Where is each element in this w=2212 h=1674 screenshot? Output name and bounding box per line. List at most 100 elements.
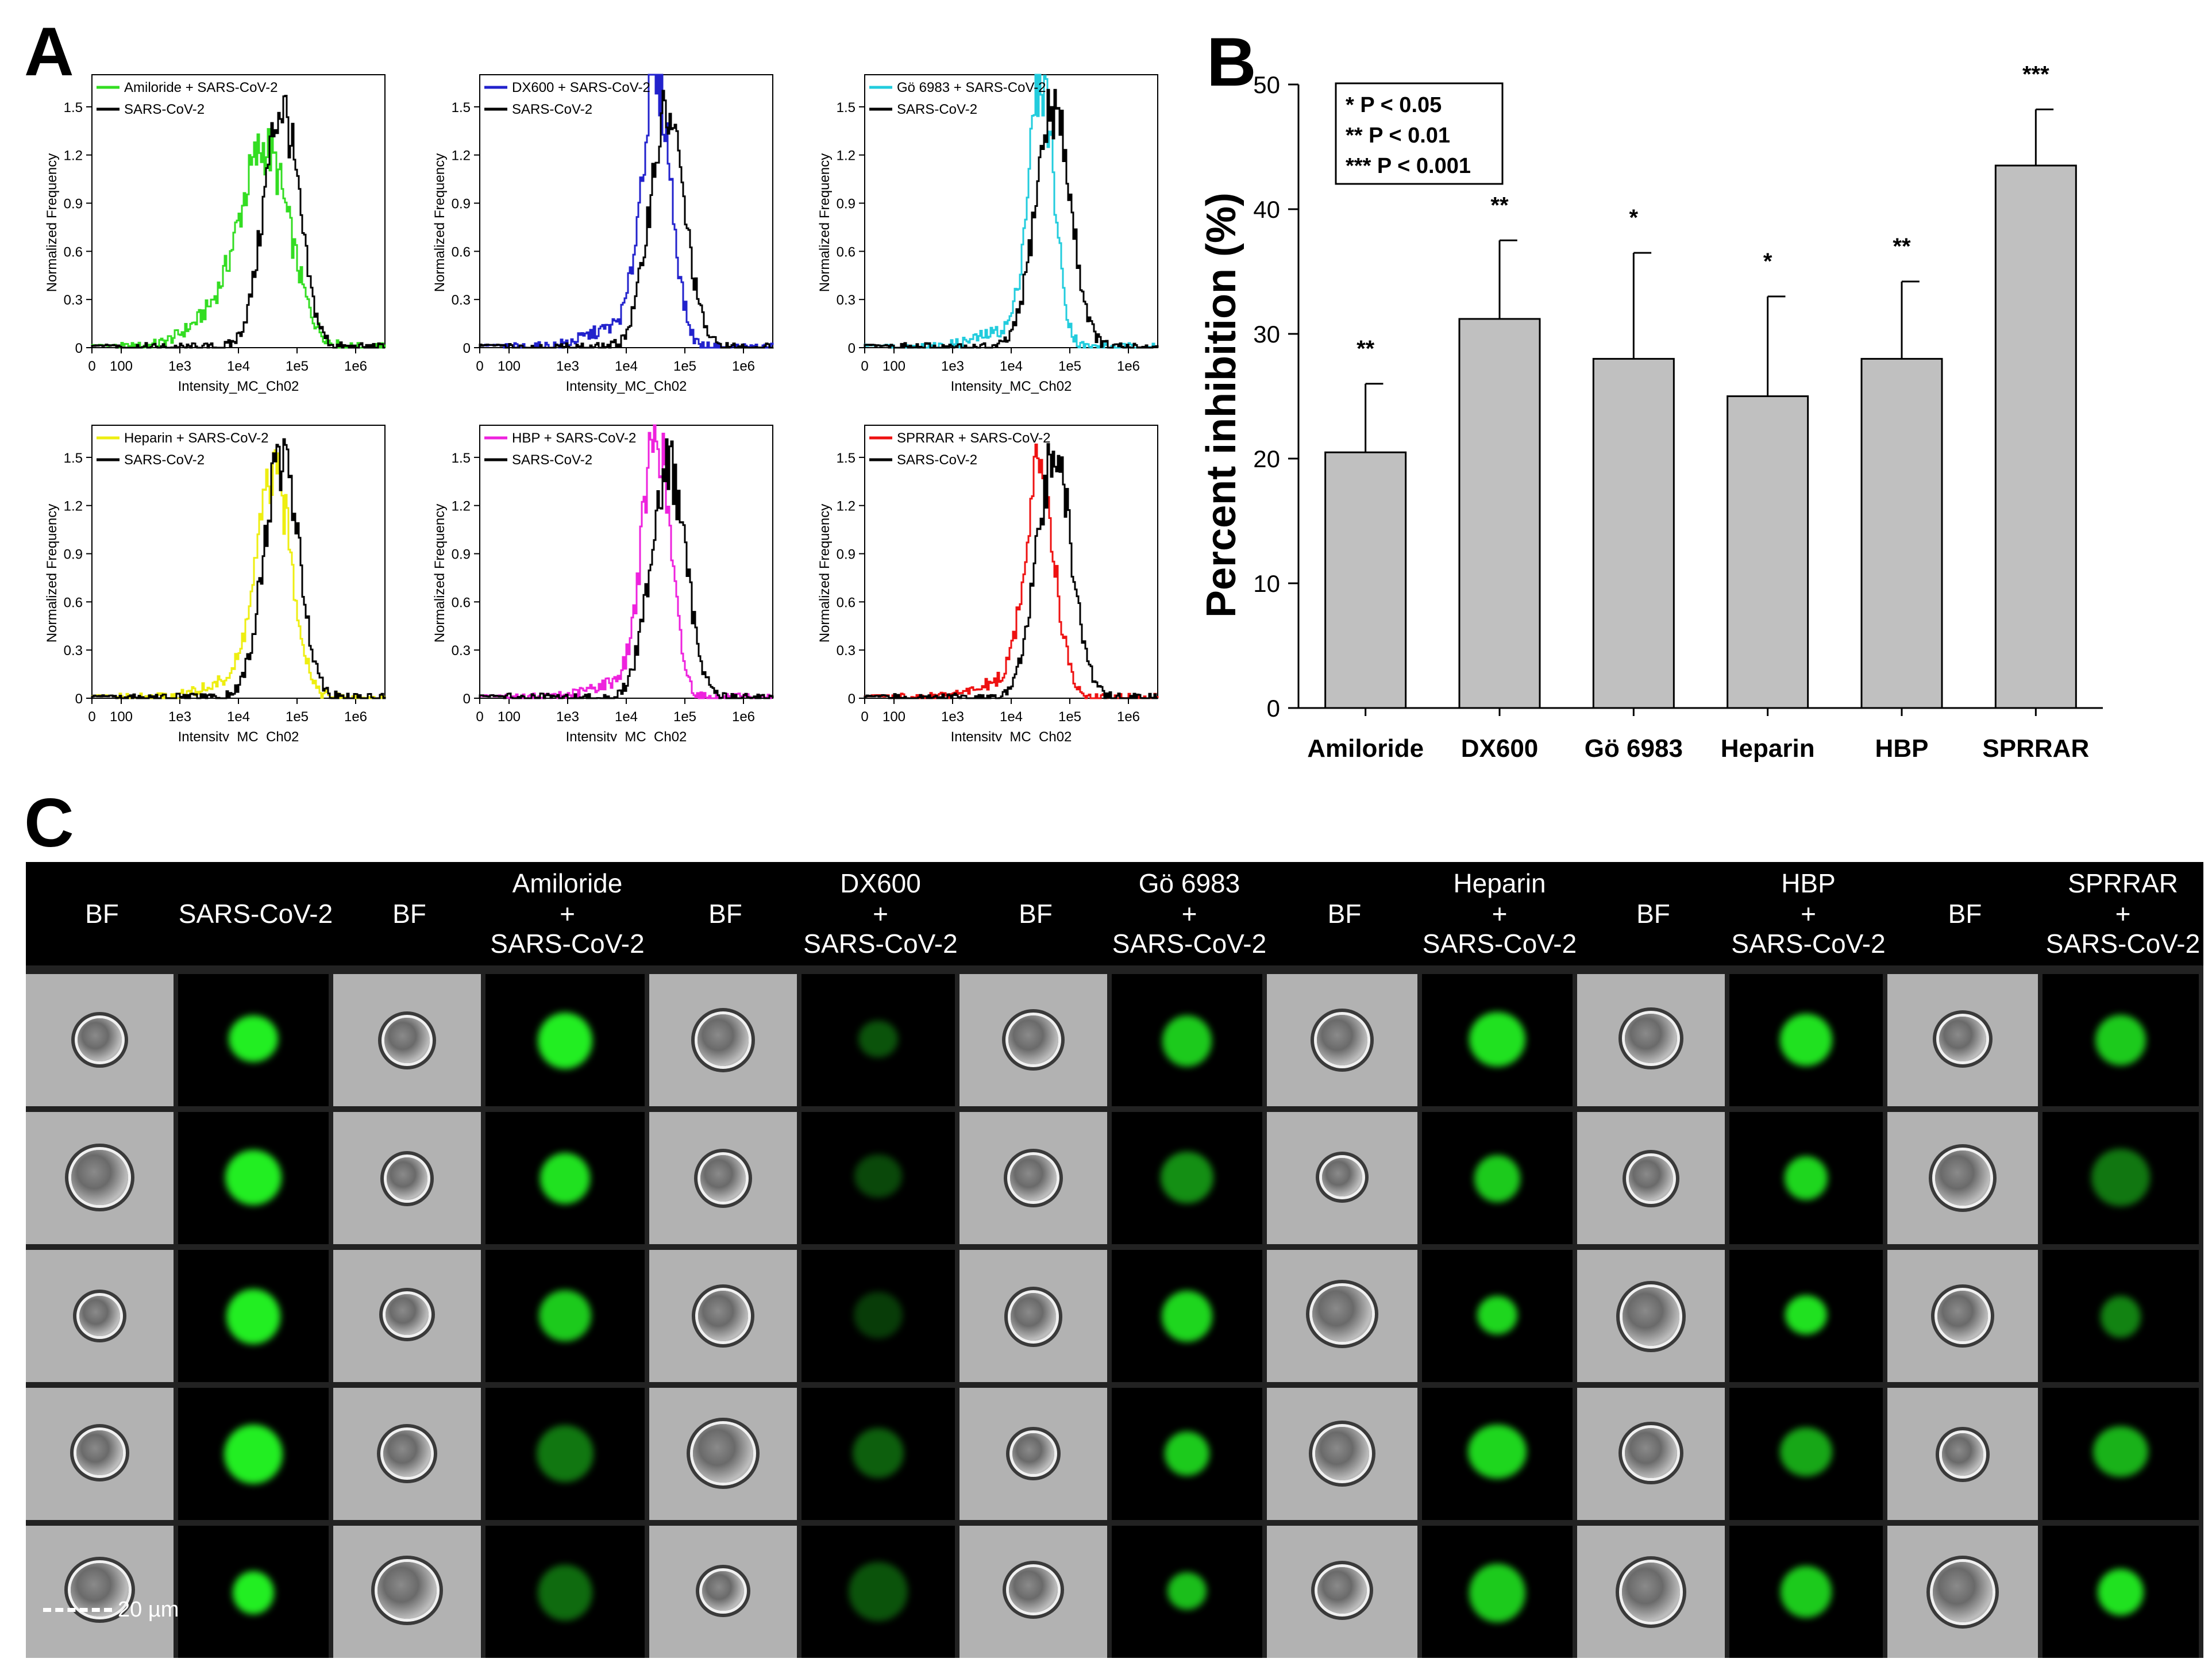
y-axis-label: Normalized Frequency (817, 153, 833, 292)
x-tick-label: 1e5 (1058, 359, 1081, 374)
x-tick-label: 1e5 (286, 709, 309, 725)
y-tick-label: 0.9 (837, 197, 855, 212)
fluorescent-cell (1164, 1431, 1210, 1476)
brightfield-image (1577, 1112, 1725, 1244)
column-header: BF (708, 898, 742, 929)
y-tick-label: 1.5 (837, 100, 855, 116)
x-tick-label: 1e3 (168, 359, 191, 374)
plot-frame (479, 74, 773, 348)
fluorescence-image (485, 1112, 645, 1244)
x-axis-label: Intensity_MC_Ch02 (566, 379, 687, 394)
fluorescence-image (1112, 1112, 1262, 1244)
cell-outline (1317, 1567, 1367, 1614)
histogram-plot: 0 0.3 0.6 0.9 1.2 1.5 0 100 1e3 1e4 1e5 1e6 Intensit… (432, 424, 774, 741)
cell-image-grid: BF SARS-CoV-2 BF Amiloride + SARS-CoV-2 BF DX… (26, 862, 2203, 1658)
x-tick-label: 1e6 (344, 709, 367, 725)
x-tick-label: 1e6 (344, 359, 367, 374)
y-tick-label: 1.2 (64, 499, 83, 514)
legend-label: SARS-CoV-2 (512, 452, 592, 468)
legend-entry: *** P < 0.001 (1346, 154, 1471, 178)
fluorescence-image (2043, 1388, 2199, 1520)
y-tick-label: 0 (463, 341, 471, 356)
control-histogram-line (864, 443, 1158, 699)
brightfield-image (1577, 1526, 1725, 1658)
fluorescent-cell (848, 1562, 908, 1621)
x-axis-label: Intensity_MC_Ch02 (951, 379, 1072, 394)
fluorescent-cell (1469, 1012, 1525, 1067)
fluorescent-cell (2095, 1014, 2147, 1065)
cell-outline (79, 1295, 120, 1336)
cell-outline (1622, 1287, 1680, 1346)
histogram-plot: 0 0.3 0.6 0.9 1.2 1.5 0 100 1e3 1e4 1e5 1e6 Intensit… (44, 74, 386, 394)
fluorescent-cell (1167, 1572, 1207, 1610)
fluorescent-cell (1467, 1424, 1527, 1479)
y-tick-label: 0.6 (452, 595, 471, 610)
fluorescence-image (1729, 1112, 1883, 1244)
panel-label-b: B (1207, 24, 1257, 101)
column-header: Amiloride + SARS-CoV-2 (490, 868, 645, 959)
bar (1324, 451, 1407, 709)
y-tick-label: 1.5 (64, 100, 83, 116)
x-tick-label: 1e5 (673, 709, 696, 725)
plot-frame (864, 425, 1158, 699)
fluorescent-cell (223, 1424, 283, 1484)
y-tick-label: 0.9 (452, 197, 471, 212)
y-tick-label: 0.6 (452, 244, 471, 260)
brightfield-image (26, 974, 174, 1106)
brightfield-image (1267, 974, 1417, 1106)
column-header: Gö 6983 + SARS-CoV-2 (1112, 868, 1267, 959)
plot-frame (91, 74, 386, 348)
fluorescent-cell (539, 1153, 591, 1204)
brightfield-image (333, 1526, 481, 1658)
y-tick-label: 1.5 (64, 451, 83, 466)
cell-outline (693, 1423, 753, 1483)
column-header: SARS-CoV-2 (178, 898, 333, 929)
column-header: HBP + SARS-CoV-2 (1731, 868, 1886, 959)
brightfield-image (1577, 1388, 1725, 1520)
y-tick-label: 0 (1267, 695, 1280, 722)
y-tick-label: 0.3 (64, 293, 83, 308)
x-tick-label: 1e6 (1117, 709, 1140, 725)
significance-marker: ** (1893, 234, 1911, 259)
x-tick-label: 1e6 (732, 709, 755, 725)
plot-frame (864, 74, 1158, 348)
x-tick-label: 1e3 (556, 709, 579, 725)
x-tick-label: 1e5 (673, 359, 696, 374)
y-axis-label: Percent inhibition (%) (1199, 193, 1244, 618)
x-tick-label: 0 (476, 709, 483, 725)
cell-outline (1316, 1014, 1368, 1065)
brightfield-image (959, 1388, 1107, 1520)
cell-outline (1624, 1014, 1678, 1063)
x-tick-label: 100 (110, 709, 133, 725)
cell-outline (386, 1157, 428, 1200)
brightfield-image (649, 1112, 797, 1244)
significance-marker: ** (1357, 336, 1375, 361)
cell-outline (700, 1155, 746, 1202)
y-tick-label: 0.6 (837, 244, 855, 260)
fluorescent-cell (539, 1290, 591, 1341)
y-tick-label: 10 (1253, 570, 1280, 597)
brightfield-image (1267, 1388, 1417, 1520)
bar (1860, 357, 1943, 709)
y-tick-label: 1.2 (452, 499, 471, 514)
y-tick-label: 0.9 (837, 547, 855, 563)
x-tick-label: 1e4 (1000, 359, 1023, 374)
fluorescence-image (801, 1388, 955, 1520)
fluorescence-image (485, 1250, 645, 1382)
y-tick-label: 0.3 (837, 643, 855, 659)
column-header: BF (1327, 898, 1362, 929)
brightfield-image (959, 974, 1107, 1106)
y-axis-label: Normalized Frequency (44, 153, 60, 292)
fluorescent-cell (2097, 1568, 2144, 1616)
x-tick-label: 1e4 (227, 709, 250, 725)
cell-outline (78, 1018, 122, 1062)
fluorescent-cell (2100, 1295, 2141, 1338)
cell-outline (702, 1571, 744, 1611)
y-tick-label: 0 (75, 341, 83, 356)
bar (1727, 395, 1809, 709)
brightfield-image (649, 1388, 797, 1520)
cell-outline (383, 1430, 431, 1477)
y-tick-label: 0.3 (452, 643, 471, 659)
histogram-plot: 0 0.3 0.6 0.9 1.2 1.5 0 100 1e3 1e4 1e5 1e6 Intensit… (44, 425, 386, 741)
cell-outline (1625, 1427, 1677, 1478)
